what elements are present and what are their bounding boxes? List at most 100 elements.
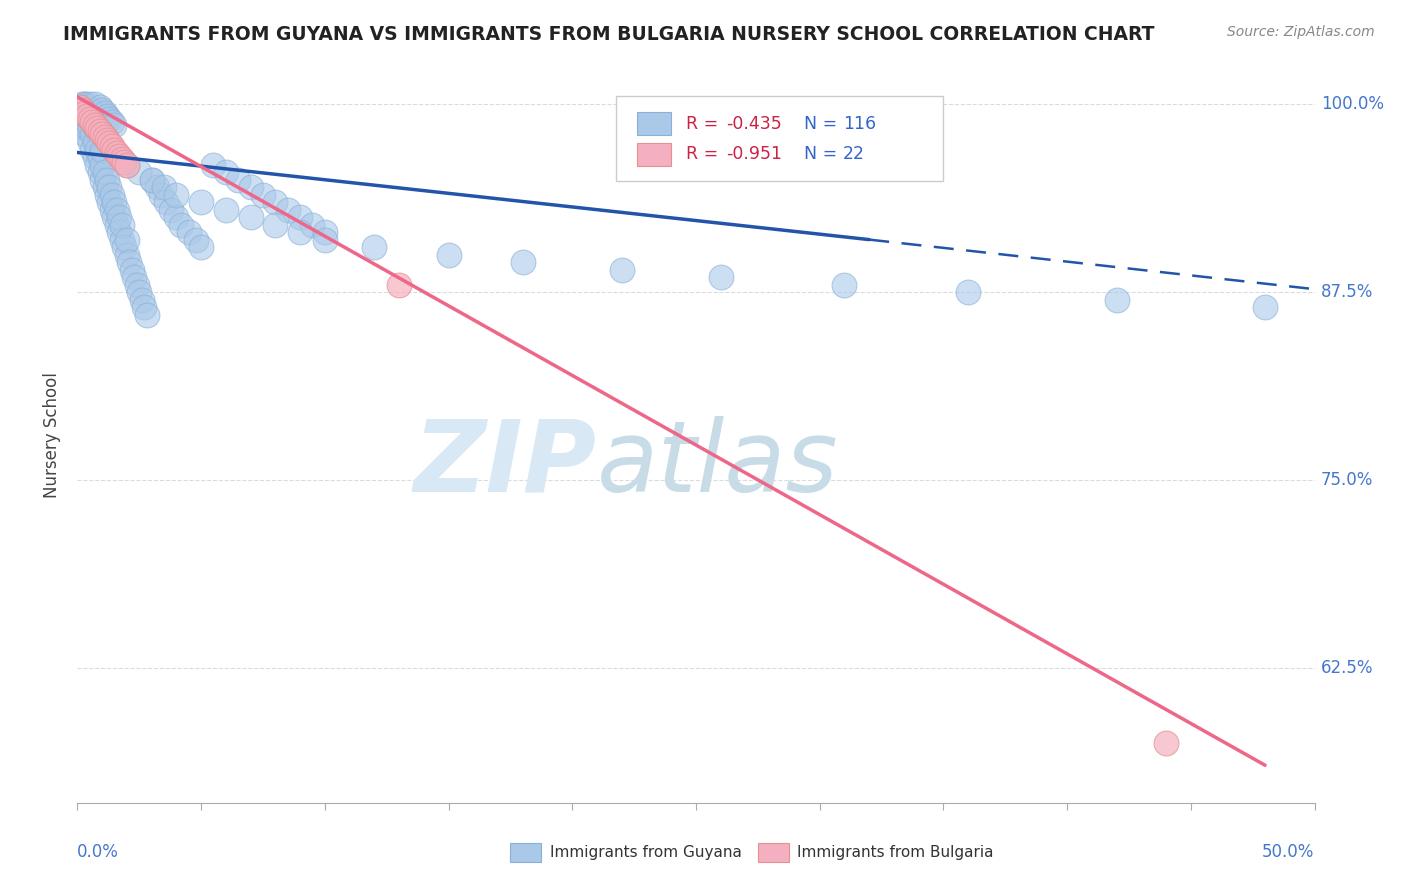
Point xyxy=(96,110,118,124)
Point xyxy=(108,225,131,239)
Point xyxy=(89,124,111,138)
Text: N =: N = xyxy=(804,114,842,133)
Point xyxy=(98,180,121,194)
Point xyxy=(239,210,262,224)
Point xyxy=(202,157,225,171)
Point xyxy=(125,277,148,292)
Point xyxy=(215,202,238,217)
Point xyxy=(111,233,134,247)
Point xyxy=(72,103,94,118)
Point xyxy=(86,143,108,157)
Point xyxy=(86,157,108,171)
Point xyxy=(252,187,274,202)
Point xyxy=(170,218,193,232)
Point xyxy=(105,145,128,160)
Point xyxy=(96,187,118,202)
Point xyxy=(190,195,212,210)
Point xyxy=(160,202,183,217)
Point xyxy=(86,121,108,136)
Point xyxy=(112,240,135,254)
Point xyxy=(115,233,138,247)
Point xyxy=(388,277,411,292)
Point xyxy=(115,157,138,171)
Point xyxy=(82,143,104,157)
Point xyxy=(103,119,125,133)
Bar xyxy=(637,112,671,136)
Point xyxy=(288,225,311,239)
Point xyxy=(239,180,262,194)
Point xyxy=(101,139,124,153)
Point xyxy=(91,157,114,171)
Point xyxy=(79,112,101,127)
Point xyxy=(96,172,118,186)
Point xyxy=(215,165,238,179)
Text: -0.435: -0.435 xyxy=(725,114,782,133)
Point xyxy=(301,218,323,232)
Point xyxy=(89,100,111,114)
Point xyxy=(103,195,125,210)
Point xyxy=(82,115,104,129)
Bar xyxy=(758,843,789,862)
Point xyxy=(91,128,114,142)
Text: Immigrants from Guyana: Immigrants from Guyana xyxy=(550,846,742,861)
Point xyxy=(141,172,163,186)
Point xyxy=(76,105,98,120)
Point xyxy=(98,136,121,151)
Text: N =: N = xyxy=(804,145,842,163)
Point xyxy=(83,119,105,133)
Point xyxy=(73,97,96,112)
Point xyxy=(128,285,150,300)
Point xyxy=(91,172,114,186)
Point xyxy=(314,225,336,239)
Point xyxy=(437,247,460,261)
Point xyxy=(96,134,118,148)
Point xyxy=(277,202,299,217)
Point xyxy=(288,210,311,224)
Point xyxy=(1154,736,1177,750)
Point xyxy=(83,120,105,134)
Point xyxy=(93,106,115,120)
Text: 22: 22 xyxy=(844,145,865,163)
Point xyxy=(111,152,134,166)
Point xyxy=(73,106,96,120)
Point xyxy=(83,150,105,164)
Point xyxy=(93,180,115,194)
Point xyxy=(69,100,91,114)
Point xyxy=(264,218,287,232)
Point xyxy=(72,103,94,118)
Point xyxy=(73,97,96,112)
Text: 62.5%: 62.5% xyxy=(1320,658,1374,677)
Point xyxy=(101,202,124,217)
Point xyxy=(101,187,124,202)
Point xyxy=(79,135,101,149)
Point xyxy=(73,112,96,127)
Point xyxy=(108,148,131,162)
Point xyxy=(73,128,96,142)
Point xyxy=(363,240,385,254)
Point xyxy=(89,165,111,179)
Point xyxy=(128,165,150,179)
Text: Immigrants from Bulgaria: Immigrants from Bulgaria xyxy=(797,846,994,861)
Text: Source: ZipAtlas.com: Source: ZipAtlas.com xyxy=(1227,25,1375,39)
Point xyxy=(834,277,856,292)
Point xyxy=(72,105,94,120)
Point xyxy=(165,210,187,224)
Text: 50.0%: 50.0% xyxy=(1263,843,1315,862)
Point xyxy=(610,262,633,277)
Point xyxy=(76,105,98,120)
Point xyxy=(264,195,287,210)
Point xyxy=(83,119,105,133)
Point xyxy=(93,130,115,145)
Point xyxy=(93,165,115,179)
Point xyxy=(108,210,131,224)
Point xyxy=(141,172,163,186)
Point xyxy=(512,255,534,269)
Point xyxy=(91,103,114,118)
Point xyxy=(103,143,125,157)
Point xyxy=(112,154,135,169)
Bar xyxy=(637,143,671,166)
Point xyxy=(91,143,114,157)
Text: 0.0%: 0.0% xyxy=(77,843,120,862)
FancyBboxPatch shape xyxy=(616,96,943,181)
Point xyxy=(91,128,114,142)
